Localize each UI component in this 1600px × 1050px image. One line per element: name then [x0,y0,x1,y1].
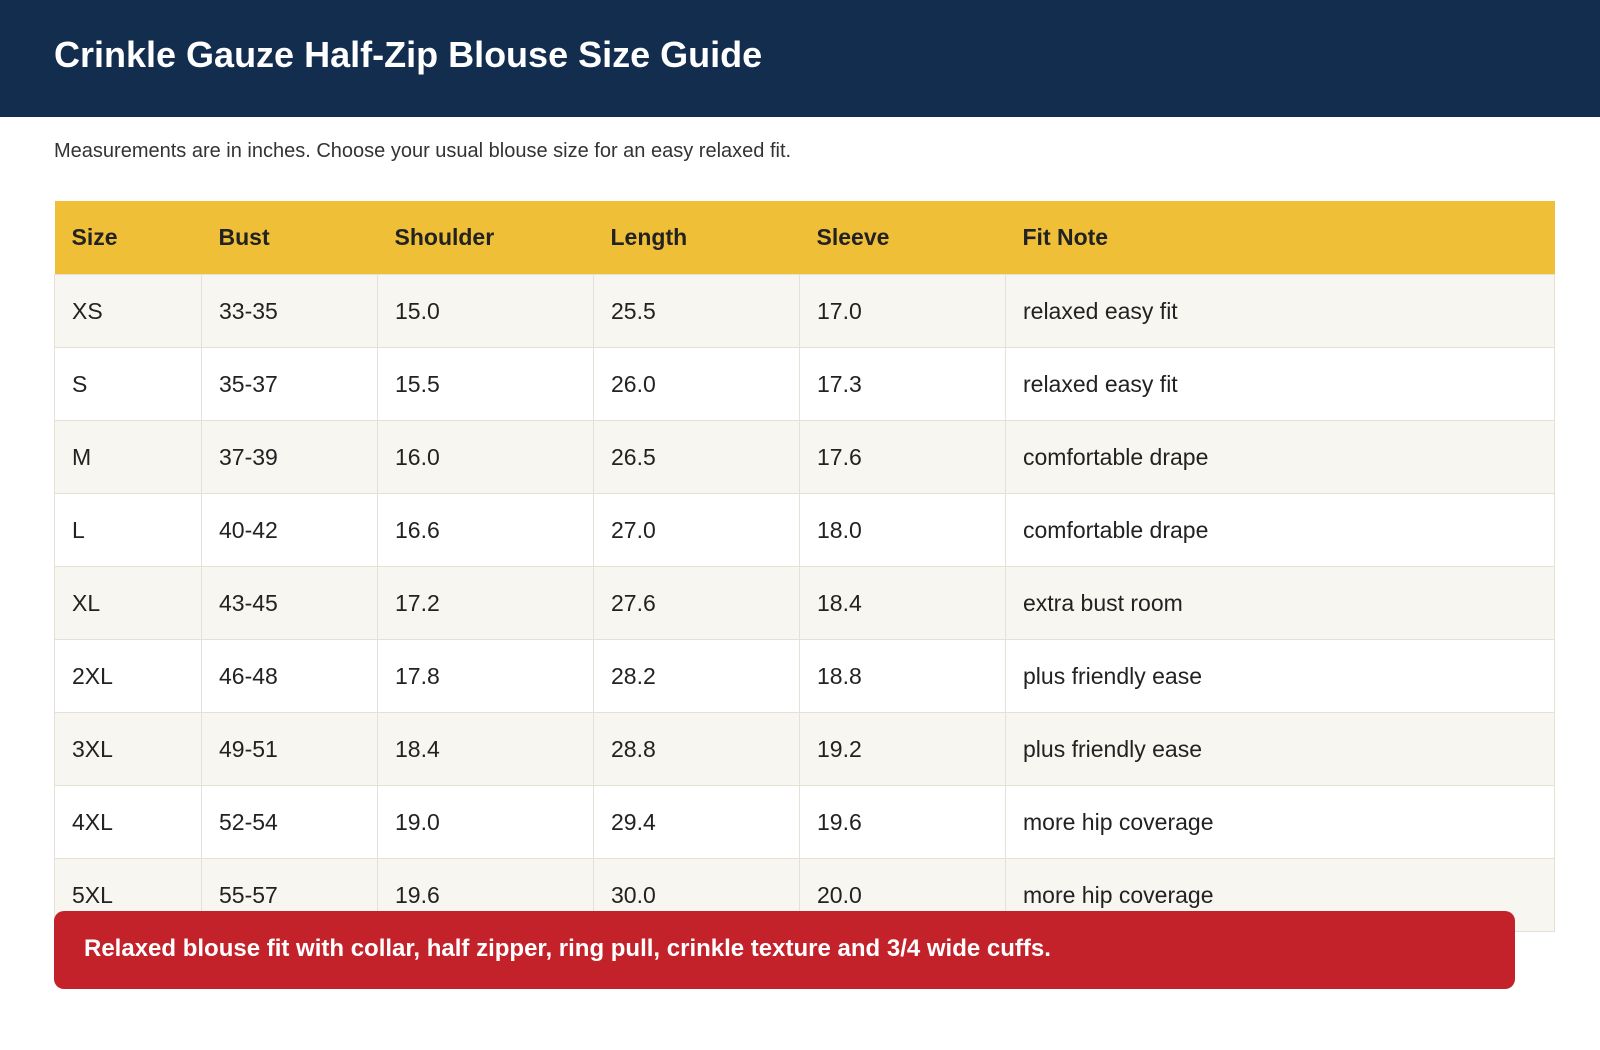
table-cell: 40-42 [201,493,378,567]
table-cell: more hip coverage [1005,785,1555,859]
table-cell: 3XL [54,712,202,786]
table-cell: 46-48 [201,639,378,713]
table-cell: 28.8 [593,712,800,786]
column-header: Bust [201,201,378,275]
table-cell: 35-37 [201,347,378,421]
table-cell: extra bust room [1005,566,1555,640]
table-cell: 37-39 [201,420,378,494]
table-row: L 40-42 16.6 27.0 18.0 comfortable drape [54,493,1555,567]
table-cell: 18.0 [799,493,1006,567]
table-cell: 33-35 [201,274,378,348]
fit-banner: Relaxed blouse fit with collar, half zip… [54,911,1515,989]
table-row: M 37-39 16.0 26.5 17.6 comfortable drape [54,420,1555,494]
table-row: XS 33-35 15.0 25.5 17.0 relaxed easy fit [54,274,1555,348]
banner-text: Relaxed blouse fit with collar, half zip… [84,935,1051,962]
table-row: 2XL 46-48 17.8 28.2 18.8 plus friendly ease [54,639,1555,713]
table-cell: 43-45 [201,566,378,640]
table-cell: L [54,493,202,567]
table-body: XS 33-35 15.0 25.5 17.0 relaxed easy fit S 35-3… [54,274,1555,932]
table-cell: 52-54 [201,785,378,859]
table-cell: 17.6 [799,420,1006,494]
table-cell: plus friendly ease [1005,639,1555,713]
table-cell: 16.0 [377,420,594,494]
table-cell: 2XL [54,639,202,713]
table-cell: 28.2 [593,639,800,713]
subtitle: Measurements are in inches. Choose your … [54,140,792,162]
table-cell: 19.2 [799,712,1006,786]
table-cell: 19.0 [377,785,594,859]
size-table: Size Bust Shoulder Length Sleeve Fit Note XS 3… [54,201,1555,932]
table-cell: 15.0 [377,274,594,348]
column-header: Length [593,201,800,275]
table-cell: M [54,420,202,494]
table-cell: S [54,347,202,421]
table-row: S 35-37 15.5 26.0 17.3 relaxed easy fit [54,347,1555,421]
column-header: Sleeve [799,201,1006,275]
column-header: Fit Note [1005,201,1555,275]
header: Crinkle Gauze Half-Zip Blouse Size Guide [0,0,1600,117]
table-cell: 26.0 [593,347,800,421]
table-cell: 29.4 [593,785,800,859]
column-header: Size [54,201,202,275]
table-cell: comfortable drape [1005,420,1555,494]
column-header: Shoulder [377,201,594,275]
table-cell: 15.5 [377,347,594,421]
table-cell: 18.8 [799,639,1006,713]
table-cell: plus friendly ease [1005,712,1555,786]
table-cell: 18.4 [799,566,1006,640]
header-row: Size Bust Shoulder Length Sleeve Fit Note [54,201,1555,275]
table-cell: 17.0 [799,274,1006,348]
table-cell: 16.6 [377,493,594,567]
table-cell: relaxed easy fit [1005,274,1555,348]
table-cell: 49-51 [201,712,378,786]
table-cell: 17.3 [799,347,1006,421]
table-cell: relaxed easy fit [1005,347,1555,421]
table-cell: XS [54,274,202,348]
table-row: 4XL 52-54 19.0 29.4 19.6 more hip coverage [54,785,1555,859]
table-cell: 17.2 [377,566,594,640]
table-cell: comfortable drape [1005,493,1555,567]
table-row: XL 43-45 17.2 27.6 18.4 extra bust room [54,566,1555,640]
table-cell: 4XL [54,785,202,859]
table-cell: 26.5 [593,420,800,494]
table-cell: 27.6 [593,566,800,640]
table-cell: 19.6 [799,785,1006,859]
table-cell: 17.8 [377,639,594,713]
page-title: Crinkle Gauze Half-Zip Blouse Size Guide [54,34,763,75]
table-cell: 25.5 [593,274,800,348]
table-row: 3XL 49-51 18.4 28.8 19.2 plus friendly ease [54,712,1555,786]
table-cell: XL [54,566,202,640]
table-cell: 27.0 [593,493,800,567]
table-cell: 18.4 [377,712,594,786]
